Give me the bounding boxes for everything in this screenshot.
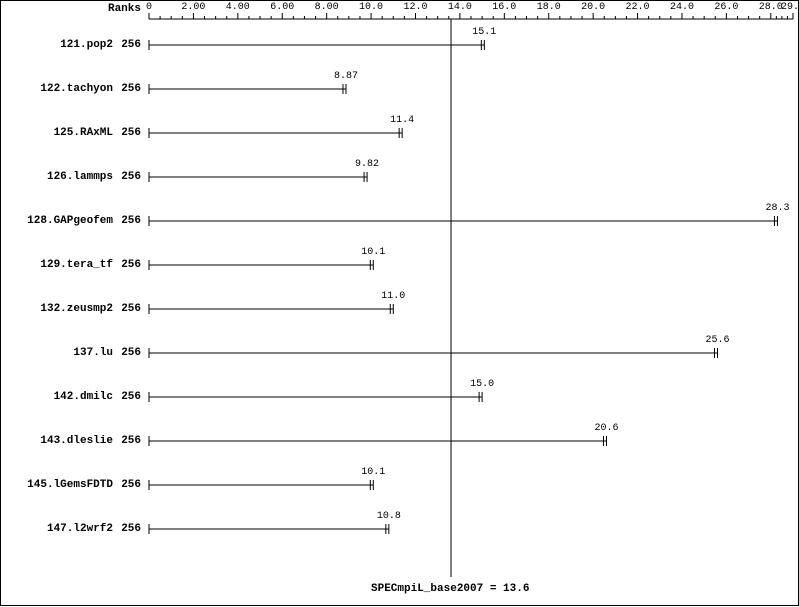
x-tick-label: 2.00	[181, 2, 205, 13]
rank-value: 256	[121, 127, 141, 139]
x-tick-label: 14.0	[448, 2, 472, 13]
rank-value: 256	[121, 171, 141, 183]
x-tick-label: 22.0	[626, 2, 650, 13]
bar-value-label: 9.82	[355, 159, 379, 170]
benchmark-name: 129.tera_tf	[40, 259, 113, 271]
x-tick-label: 18.0	[537, 2, 561, 13]
rank-value: 256	[121, 215, 141, 227]
x-tick-label: 28.0	[759, 2, 783, 13]
bar-value-label: 20.6	[594, 423, 618, 434]
rank-value: 256	[121, 83, 141, 95]
x-tick-label: 20.0	[581, 2, 605, 13]
rank-value: 256	[121, 523, 141, 535]
bar-value-label: 11.4	[390, 115, 414, 126]
rank-value: 256	[121, 259, 141, 271]
x-tick-label: 29.0	[781, 2, 799, 13]
bar-value-label: 8.87	[334, 71, 358, 82]
x-tick-label: 16.0	[492, 2, 516, 13]
rank-value: 256	[121, 391, 141, 403]
benchmark-name: 143.dleslie	[40, 435, 113, 447]
ranks-axis-label: Ranks	[108, 3, 141, 15]
benchmark-name: 132.zeusmp2	[40, 303, 113, 315]
rank-value: 256	[121, 479, 141, 491]
bar-value-label: 15.0	[470, 379, 494, 390]
benchmark-name: 145.lGemsFDTD	[27, 479, 113, 491]
benchmark-name: 128.GAPgeofem	[27, 215, 113, 227]
rank-value: 256	[121, 435, 141, 447]
reference-label: SPECmpiL_base2007 = 13.6	[371, 583, 529, 595]
x-tick-label: 26.0	[714, 2, 738, 13]
benchmark-name: 137.lu	[73, 347, 113, 359]
benchmark-name: 126.lammps	[47, 171, 113, 183]
bar-value-label: 10.8	[377, 511, 401, 522]
rank-value: 256	[121, 39, 141, 51]
bar-value-label: 11.0	[381, 291, 405, 302]
benchmark-name: 125.RAxML	[54, 127, 113, 139]
bar-value-label: 15.1	[472, 27, 496, 38]
benchmark-name: 147.l2wrf2	[47, 523, 113, 535]
bar-value-label: 10.1	[361, 247, 385, 258]
x-tick-label: 4.00	[226, 2, 250, 13]
rank-value: 256	[121, 347, 141, 359]
benchmark-name: 142.dmilc	[54, 391, 113, 403]
benchmark-chart: 0 2.00 4.00 6.00 8.00 10.0 12.0 14.0 16.0 18.0 20.…	[0, 0, 799, 606]
x-tick-label: 8.00	[315, 2, 339, 13]
x-tick-label: 0	[146, 2, 152, 13]
x-tick-label: 24.0	[670, 2, 694, 13]
x-tick-label: 10.0	[359, 2, 383, 13]
benchmark-name: 121.pop2	[60, 39, 113, 51]
bar-value-label: 25.6	[705, 335, 729, 346]
bar-value-label: 28.3	[765, 203, 789, 214]
bar-value-label: 10.1	[361, 467, 385, 478]
rank-value: 256	[121, 303, 141, 315]
x-tick-label: 12.0	[403, 2, 427, 13]
benchmark-name: 122.tachyon	[40, 83, 113, 95]
x-tick-label: 6.00	[270, 2, 294, 13]
